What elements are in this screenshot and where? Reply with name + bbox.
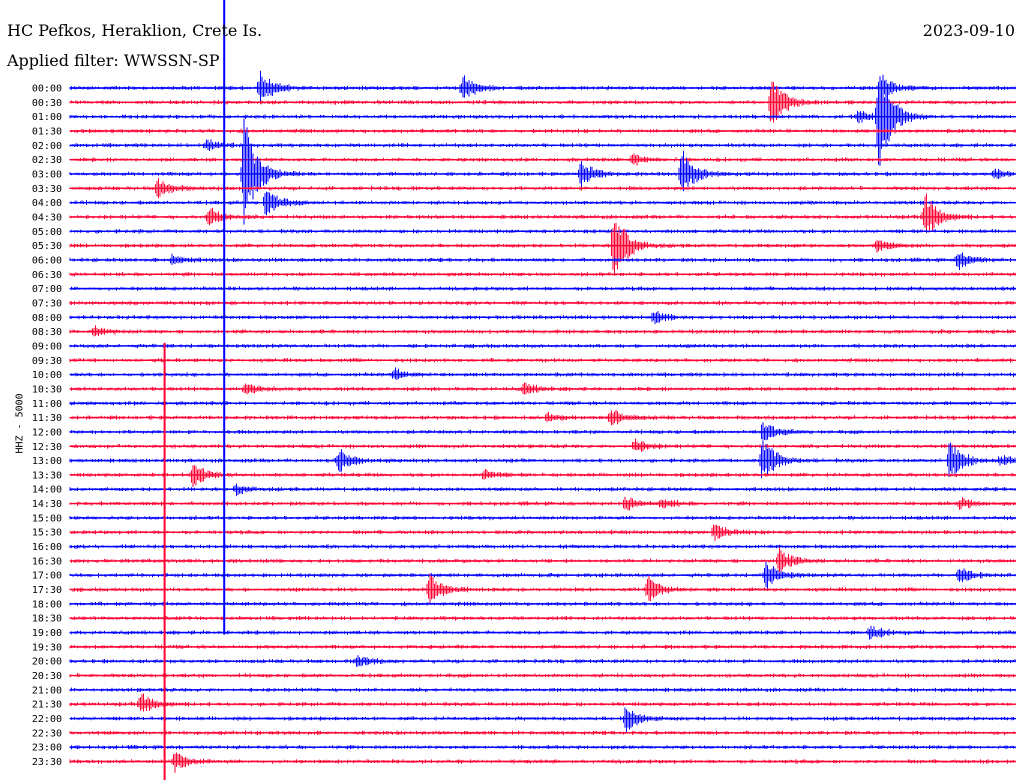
- row-time-label: 15:30: [32, 528, 62, 539]
- row-time-label: 05:00: [32, 227, 62, 238]
- row-time-label: 07:00: [32, 284, 62, 295]
- row-time-label: 16:30: [32, 556, 62, 567]
- row-time-label: 02:00: [32, 141, 62, 152]
- row-time-label: 15:00: [32, 513, 62, 524]
- row-time-label: 04:30: [32, 212, 62, 223]
- seismic-trace: [69, 191, 1016, 216]
- spike-group: [163, 0, 226, 780]
- seismic-trace: [69, 707, 1016, 733]
- row-time-label: 11:30: [32, 413, 62, 424]
- row-time-label: 23:00: [32, 743, 62, 754]
- row-time-label: 14:00: [32, 485, 62, 496]
- seismic-trace: [69, 193, 1016, 234]
- seismic-trace: [69, 693, 1016, 712]
- row-time-label: 22:00: [32, 714, 62, 725]
- row-time-label: 11:00: [32, 399, 62, 410]
- seismic-trace: [69, 118, 1016, 225]
- seismic-trace: [69, 422, 1016, 441]
- row-time-label: 22:30: [32, 728, 62, 739]
- row-time-label: 13:00: [32, 456, 62, 467]
- row-time-label: 02:30: [32, 155, 62, 166]
- row-time-label: 20:30: [32, 671, 62, 682]
- row-time-label: 17:00: [32, 571, 62, 582]
- seismic-trace: [69, 752, 1016, 773]
- row-time-label: 06:30: [32, 270, 62, 281]
- row-time-label: 12:00: [32, 427, 62, 438]
- row-time-label: 21:30: [32, 700, 62, 711]
- date-label: 2023-09-10: [922, 21, 1015, 40]
- seismic-trace: [69, 70, 1016, 104]
- seismic-trace: [69, 547, 1016, 573]
- row-time-label: 04:00: [32, 198, 62, 209]
- trace-group: [69, 70, 1016, 773]
- row-time-label: 12:30: [32, 442, 62, 453]
- row-time-label: 09:00: [32, 341, 62, 352]
- row-time-label: 03:30: [32, 184, 62, 195]
- row-time-label: 01:00: [32, 112, 62, 123]
- seismic-trace: [69, 81, 1016, 166]
- time-label-group: 00:00 00:30 01:00 01:30 02:00 02:30 03:00 03:30…: [32, 84, 62, 769]
- row-time-label: 18:30: [32, 614, 62, 625]
- station-title: HC Pefkos, Heraklion, Crete Is.: [7, 21, 263, 40]
- row-time-label: 10:30: [32, 384, 62, 395]
- row-time-label: 21:00: [32, 685, 62, 696]
- row-time-label: 06:00: [32, 255, 62, 266]
- row-time-label: 00:30: [32, 98, 62, 109]
- row-time-label: 07:30: [32, 298, 62, 309]
- row-time-label: 18:00: [32, 599, 62, 610]
- row-time-label: 08:00: [32, 313, 62, 324]
- seismic-trace: [69, 252, 1016, 270]
- row-time-label: 14:30: [32, 499, 62, 510]
- filter-subtitle: Applied filter: WWSSN-SP: [7, 51, 220, 70]
- row-time-label: 23:30: [32, 757, 62, 768]
- row-time-label: 01:30: [32, 126, 62, 137]
- row-time-label: 00:00: [32, 84, 62, 95]
- seismic-trace: [69, 465, 1016, 488]
- seismic-trace: [69, 325, 1016, 337]
- row-time-label: 19:00: [32, 628, 62, 639]
- row-time-label: 17:30: [32, 585, 62, 596]
- row-time-label: 10:00: [32, 370, 62, 381]
- row-time-label: 19:30: [32, 642, 62, 653]
- row-time-label: 05:30: [32, 241, 62, 252]
- row-time-label: 03:00: [32, 169, 62, 180]
- row-time-label: 20:00: [32, 657, 62, 668]
- seismic-trace: [69, 438, 1016, 452]
- y-axis-label: HHZ - 5000: [14, 393, 26, 454]
- row-time-label: 09:30: [32, 356, 62, 367]
- row-time-label: 13:30: [32, 470, 62, 481]
- row-time-label: 16:00: [32, 542, 62, 553]
- seismic-trace: [69, 367, 1016, 380]
- row-time-label: 08:30: [32, 327, 62, 338]
